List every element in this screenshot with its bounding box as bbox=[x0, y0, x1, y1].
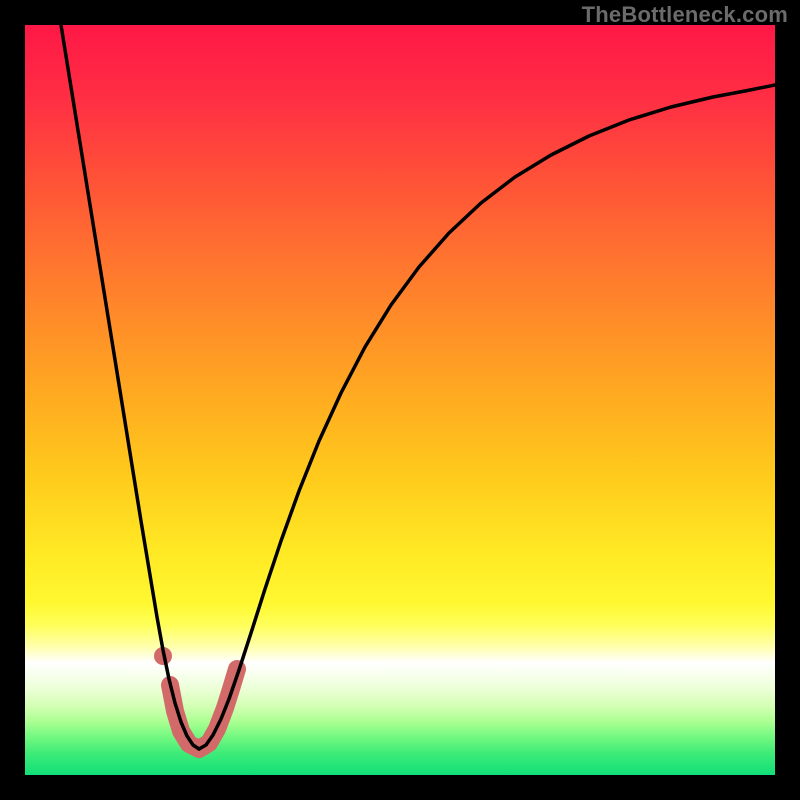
gradient-background bbox=[25, 25, 775, 775]
plot-svg bbox=[25, 25, 775, 775]
plot-area bbox=[25, 25, 775, 775]
chart-root: TheBottleneck.com bbox=[0, 0, 800, 800]
